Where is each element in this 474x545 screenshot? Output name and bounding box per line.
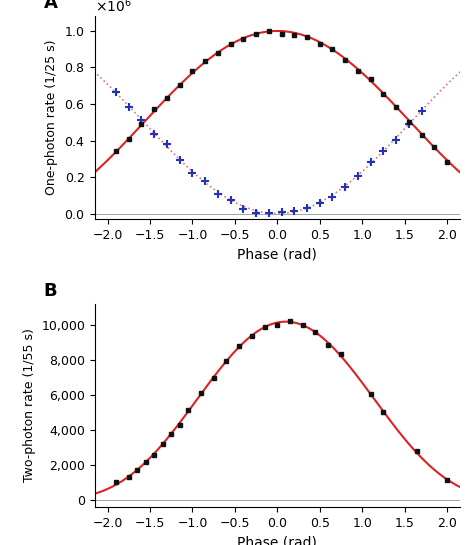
- Y-axis label: One-photon rate (1/25 s): One-photon rate (1/25 s): [46, 40, 58, 196]
- Text: A: A: [44, 0, 57, 13]
- X-axis label: Phase (rad): Phase (rad): [237, 247, 317, 261]
- Y-axis label: Two-photon rate (1/55 s): Two-photon rate (1/55 s): [23, 329, 36, 482]
- X-axis label: Phase (rad): Phase (rad): [237, 535, 317, 545]
- Text: B: B: [44, 282, 57, 300]
